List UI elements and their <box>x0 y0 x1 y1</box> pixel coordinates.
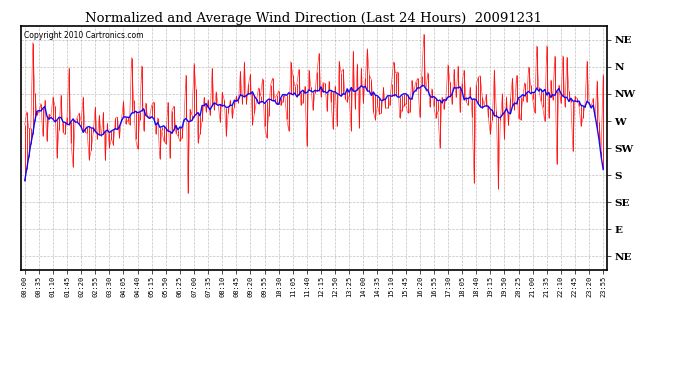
Title: Normalized and Average Wind Direction (Last 24 Hours)  20091231: Normalized and Average Wind Direction (L… <box>86 12 542 25</box>
Text: Copyright 2010 Cartronics.com: Copyright 2010 Cartronics.com <box>23 31 143 40</box>
